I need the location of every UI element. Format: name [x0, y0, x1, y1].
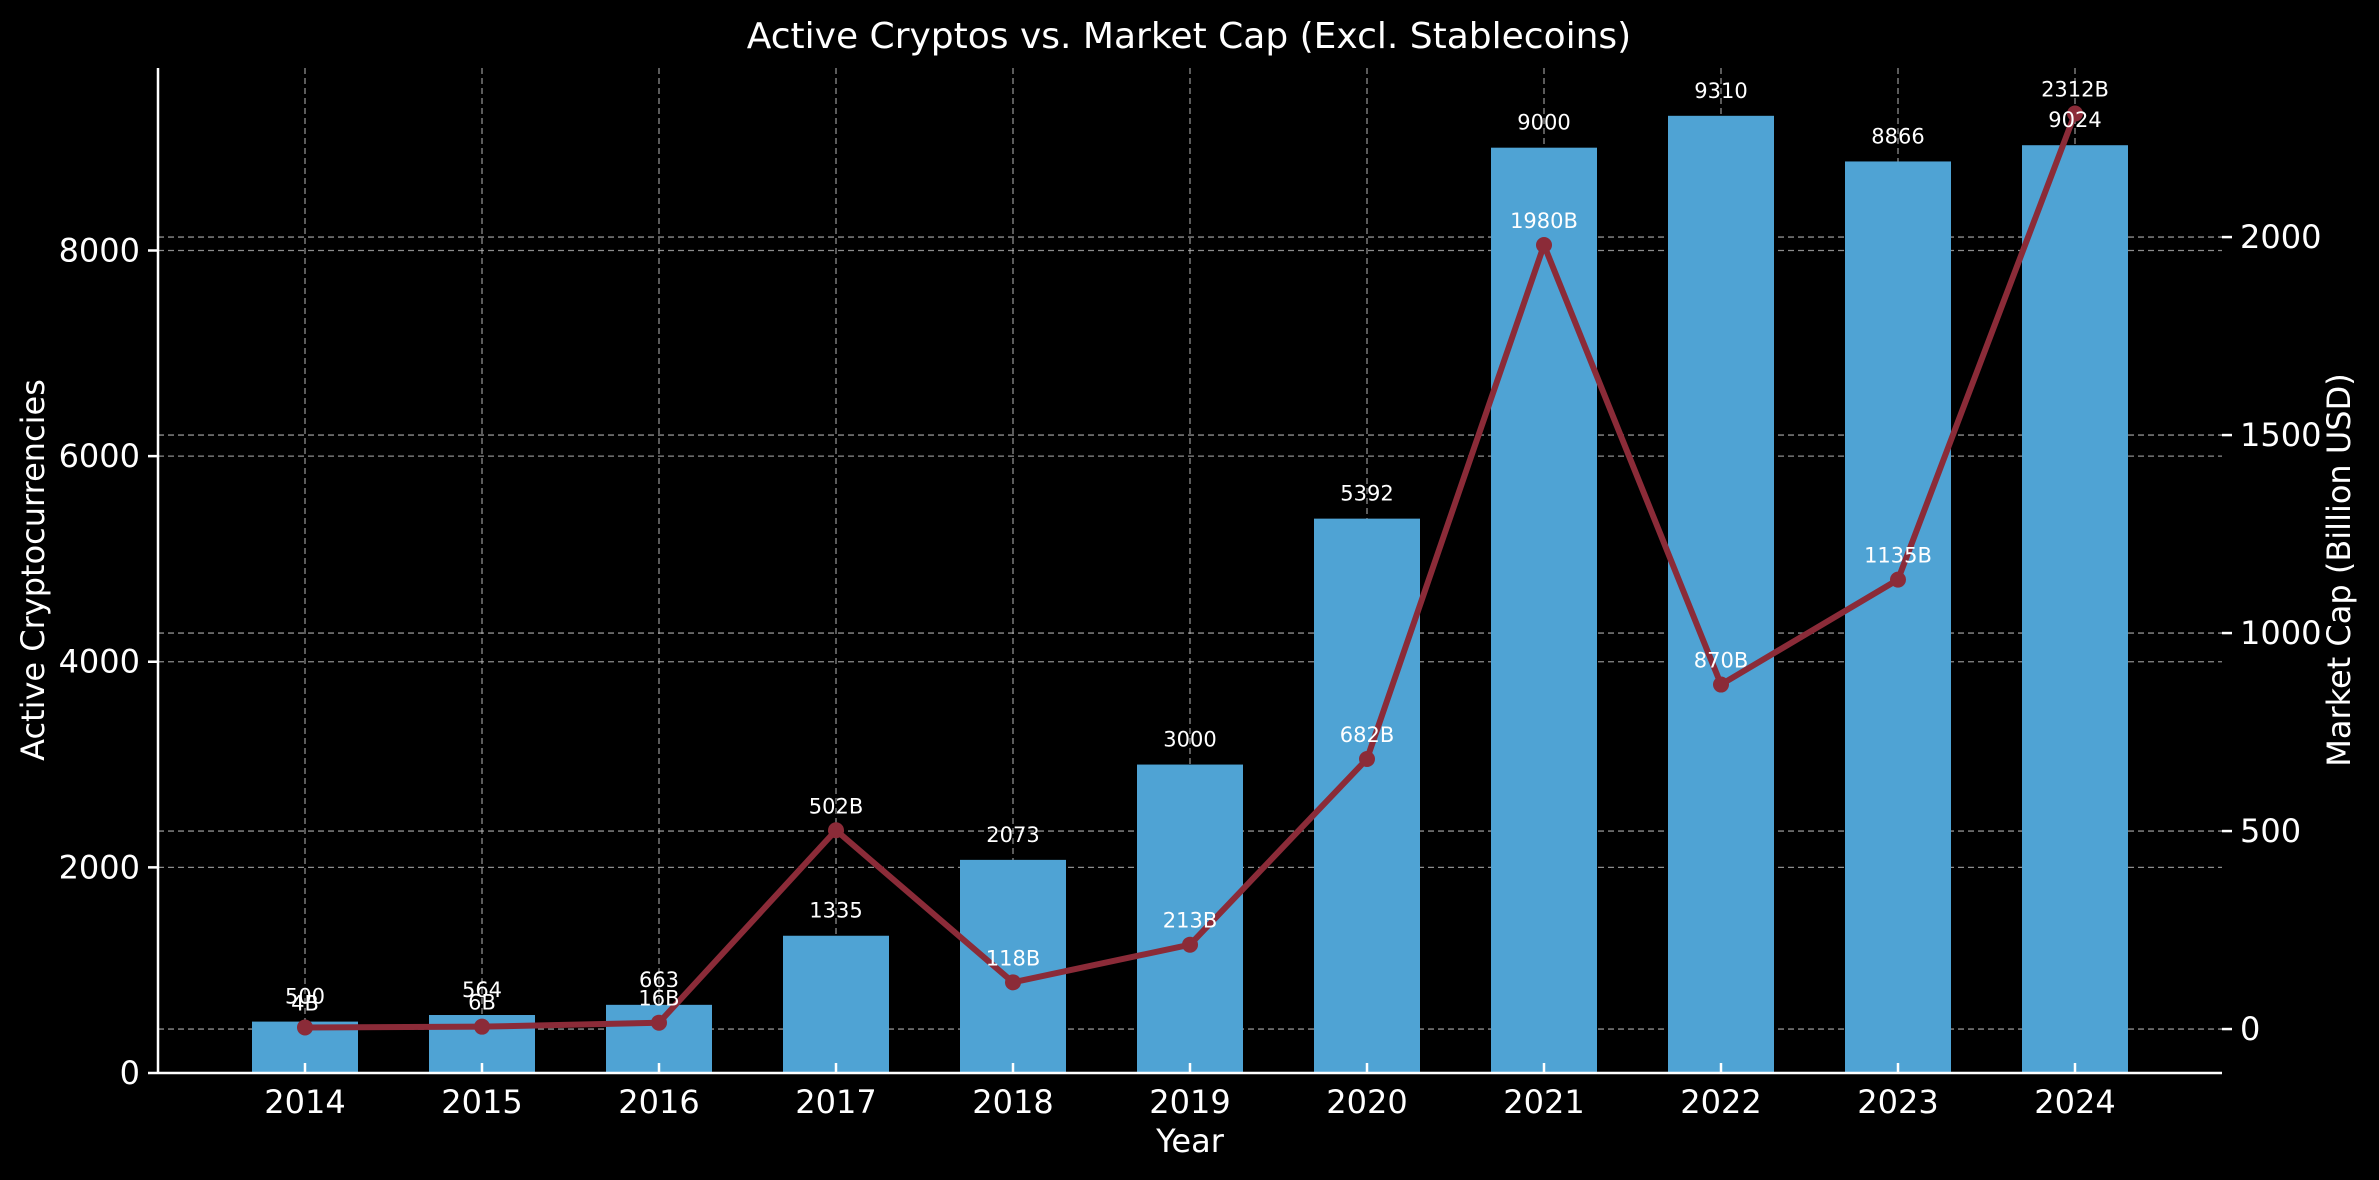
x-tick-label: 2014: [264, 1083, 345, 1121]
y2-axis-label: Market Cap (Billion USD): [2320, 373, 2358, 767]
bar: [960, 859, 1066, 1073]
bar-value-label: 3000: [1163, 728, 1216, 752]
x-tick-label: 2021: [1503, 1083, 1584, 1121]
x-tick-label: 2023: [1857, 1083, 1938, 1121]
y-tick-label: 2000: [59, 848, 140, 886]
bar: [1137, 764, 1243, 1073]
market-cap-point: [1359, 750, 1375, 767]
bar-value-label: 9310: [1694, 79, 1747, 103]
market-cap-point: [2067, 105, 2083, 122]
market-cap-point: [828, 822, 844, 839]
market-cap-point: [1182, 936, 1198, 953]
market-cap-line: [297, 105, 2083, 1036]
x-tick-label: 2018: [972, 1083, 1053, 1121]
bar-value-label: 1335: [809, 899, 862, 923]
y-axis-label: Active Cryptocurrencies: [14, 379, 52, 761]
bar: [1491, 147, 1597, 1074]
market-cap-value-label: 682B: [1340, 723, 1395, 747]
bar: [1845, 161, 1951, 1074]
market-cap-value-label: 118B: [986, 946, 1041, 970]
y2-tick-label: 0: [2240, 1010, 2260, 1048]
market-cap-value-label: 2312B: [2041, 78, 2109, 102]
bar-value-label: 5392: [1340, 482, 1393, 506]
market-cap-point: [474, 1018, 490, 1035]
bar-value-label: 2073: [986, 823, 1039, 847]
market-cap-value-label: 6B: [468, 991, 496, 1015]
x-tick-label: 2017: [795, 1083, 876, 1121]
market-cap-point: [1713, 676, 1729, 693]
x-tick-label: 2024: [2034, 1083, 2115, 1121]
chart-title: Active Cryptos vs. Market Cap (Excl. Sta…: [747, 16, 1631, 57]
bar-value-label: 9024: [2048, 108, 2101, 132]
y2-tick-label: 1500: [2240, 416, 2321, 454]
bar-value-label: 500: [285, 985, 325, 1009]
y2-tick-label: 2000: [2240, 218, 2321, 256]
y-tick-label: 6000: [59, 437, 140, 475]
x-tick-label: 2016: [618, 1083, 699, 1121]
bar-value-label: 663: [639, 968, 679, 992]
y-tick-label: 0: [120, 1054, 140, 1092]
market-cap-point: [1536, 237, 1552, 254]
market-cap-value-label: 1135B: [1864, 544, 1932, 568]
bar: [783, 935, 889, 1073]
bar-value-label: 9000: [1517, 111, 1570, 135]
bar-value-label: 8866: [1871, 124, 1924, 148]
y2-tick-label: 500: [2240, 812, 2301, 850]
market-cap-point: [1890, 571, 1906, 588]
market-cap-value-label: 1980B: [1510, 209, 1578, 233]
market-cap-point: [651, 1014, 667, 1031]
market-cap-point: [297, 1019, 313, 1036]
market-cap-point: [1005, 974, 1021, 991]
bar: [2022, 145, 2128, 1074]
axes: 2014 2015 2016 2017 2018 2019 2020 2021 2022 2023…: [59, 68, 2321, 1121]
x-tick-label: 2022: [1680, 1083, 1761, 1121]
bar-value-label: 564: [462, 978, 502, 1002]
x-tick-label: 2015: [441, 1083, 522, 1121]
y2-tick-label: 1000: [2240, 614, 2321, 652]
market-cap-value-label: 502B: [809, 794, 864, 818]
market-cap-value-label: 4B: [291, 991, 319, 1015]
market-cap-value-label: 16B: [638, 987, 679, 1011]
x-tick-label: 2020: [1326, 1083, 1407, 1121]
x-axis-label: Year: [1155, 1122, 1225, 1160]
market-cap-value-label: 870B: [1694, 649, 1749, 673]
y-tick-label: 4000: [59, 643, 140, 681]
market-cap-value-label: 213B: [1163, 909, 1218, 933]
x-tick-label: 2019: [1149, 1083, 1230, 1121]
y-tick-label: 8000: [59, 231, 140, 269]
data-labels: 500 564 663 1335 2073 3000 5392 9000 9310 8866 902…: [285, 78, 2109, 1016]
